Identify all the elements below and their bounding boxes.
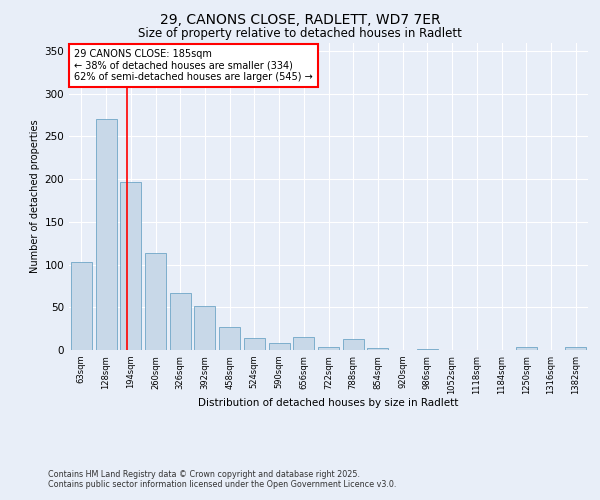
Bar (318, 348, 339, 350)
Bar (293, 337, 314, 350)
Bar (219, 327, 240, 350)
X-axis label: Distribution of detached houses by size in Radlett: Distribution of detached houses by size … (199, 398, 458, 408)
Bar (145, 254, 166, 350)
Bar (565, 348, 586, 350)
Bar (194, 306, 215, 350)
Bar (170, 293, 191, 350)
Text: Size of property relative to detached houses in Radlett: Size of property relative to detached ho… (138, 28, 462, 40)
Bar (343, 339, 364, 350)
Bar (120, 182, 141, 350)
Bar (417, 349, 438, 350)
Bar (71, 262, 92, 350)
Bar (269, 343, 290, 350)
Text: 29, CANONS CLOSE, RADLETT, WD7 7ER: 29, CANONS CLOSE, RADLETT, WD7 7ER (160, 12, 440, 26)
Text: 29 CANONS CLOSE: 185sqm
← 38% of detached houses are smaller (334)
62% of semi-d: 29 CANONS CLOSE: 185sqm ← 38% of detache… (74, 48, 313, 82)
Y-axis label: Number of detached properties: Number of detached properties (30, 120, 40, 273)
Bar (516, 346, 537, 350)
Bar (244, 338, 265, 350)
Bar (95, 118, 116, 350)
Bar (367, 348, 388, 350)
Text: Contains HM Land Registry data © Crown copyright and database right 2025.
Contai: Contains HM Land Registry data © Crown c… (48, 470, 397, 489)
